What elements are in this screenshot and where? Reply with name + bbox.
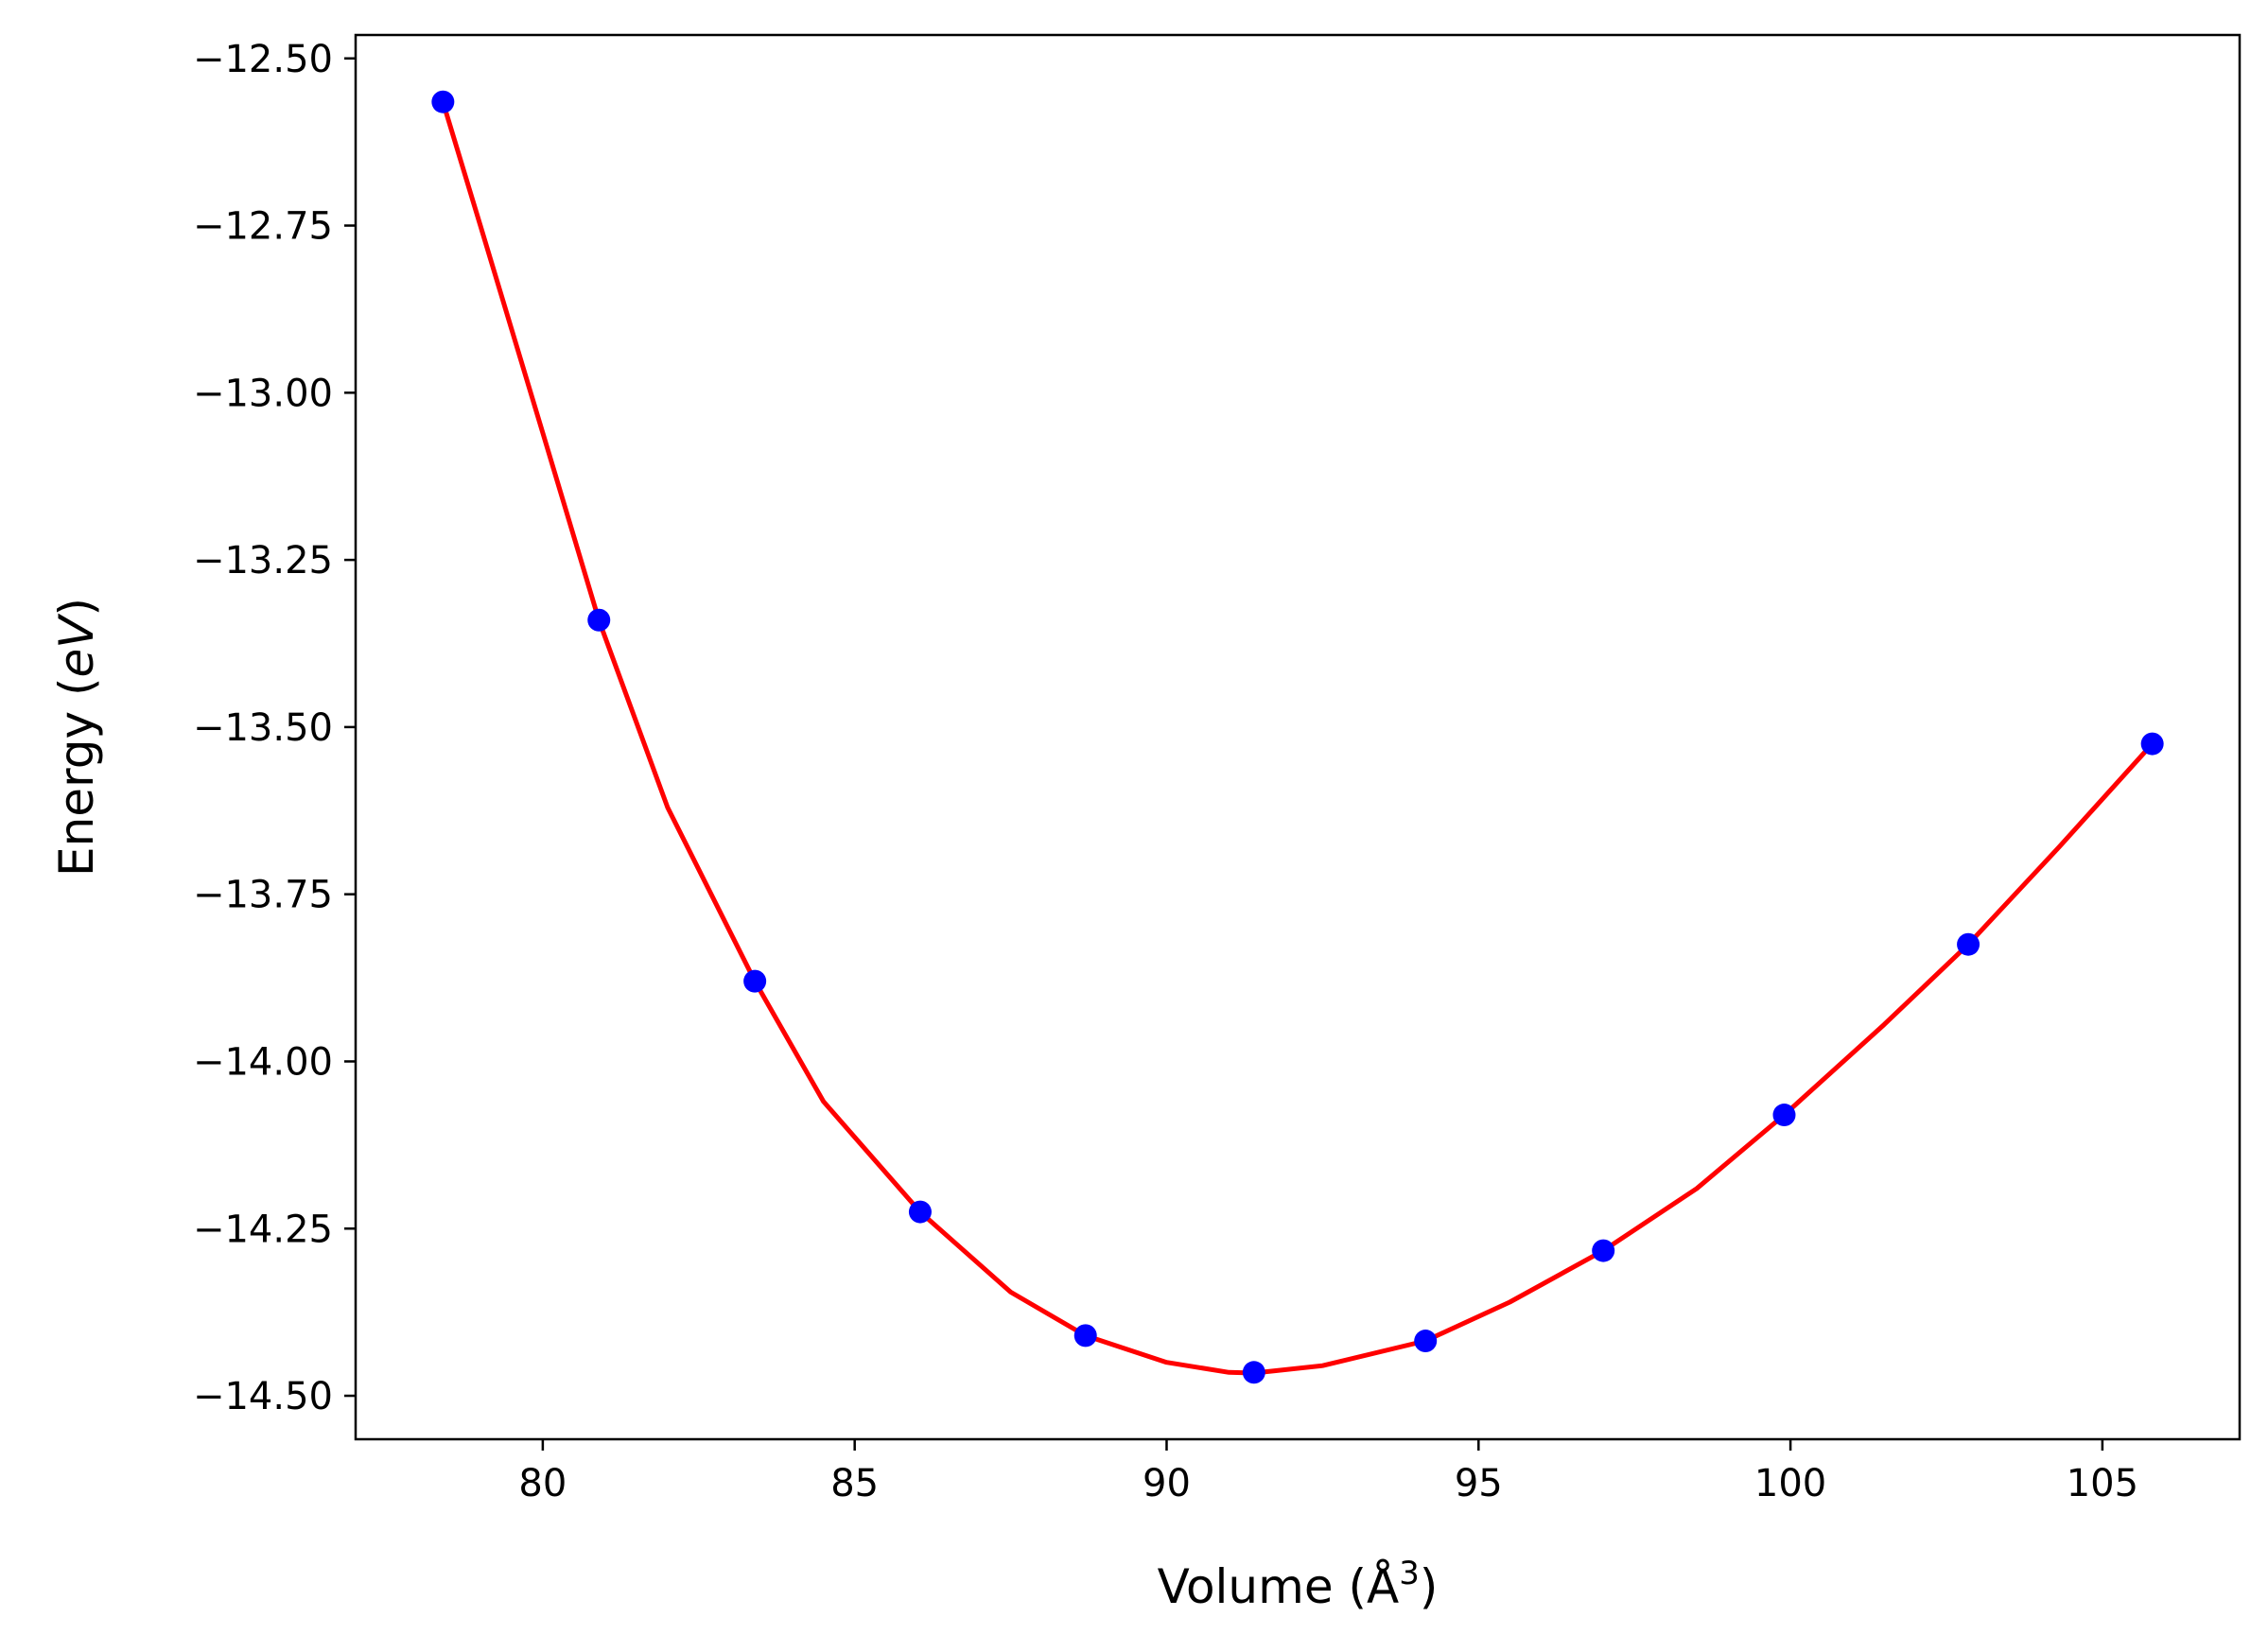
x-axis: 80 85 90 95 100 105 xyxy=(518,1439,2138,1505)
y-tick-label: −13.75 xyxy=(193,874,333,917)
y-axis: −12.50 −12.75 −13.00 −13.25 −13.50 −13.75 −14.… xyxy=(193,38,356,1418)
x-tick-label: 95 xyxy=(1455,1462,1503,1505)
data-point xyxy=(2140,732,2164,756)
data-point xyxy=(431,90,455,113)
y-tick-label: −13.25 xyxy=(193,539,333,583)
y-tick-label: −14.00 xyxy=(193,1040,333,1084)
x-tick-label: 105 xyxy=(2067,1462,2138,1505)
y-tick-label: −13.50 xyxy=(193,706,333,750)
data-point xyxy=(1073,1324,1097,1348)
x-tick-label: 90 xyxy=(1143,1462,1191,1505)
plot-area xyxy=(431,90,2164,1384)
axes-frame xyxy=(354,33,2242,1441)
data-point xyxy=(1592,1239,1615,1262)
data-point xyxy=(1957,932,1980,956)
y-tick-label: −12.75 xyxy=(193,205,333,249)
x-tick-label: 80 xyxy=(518,1462,567,1505)
data-point xyxy=(587,608,611,632)
data-point xyxy=(1414,1330,1438,1353)
x-tick-label: 100 xyxy=(1754,1462,1826,1505)
data-point xyxy=(908,1200,932,1224)
data-point xyxy=(743,969,767,993)
data-point xyxy=(1242,1361,1265,1384)
y-tick-label: −14.50 xyxy=(193,1375,333,1418)
y-axis-label: Energy (eV) xyxy=(49,598,104,877)
y-tick-label: −13.00 xyxy=(193,372,333,415)
y-tick-label: −14.25 xyxy=(193,1208,333,1251)
y-tick-label: −12.50 xyxy=(193,38,333,81)
x-axis-label: Volume (Å3) xyxy=(1158,1555,1439,1614)
data-point xyxy=(1772,1104,1796,1127)
fit-curve xyxy=(440,100,2155,1376)
x-tick-label: 85 xyxy=(830,1462,879,1505)
